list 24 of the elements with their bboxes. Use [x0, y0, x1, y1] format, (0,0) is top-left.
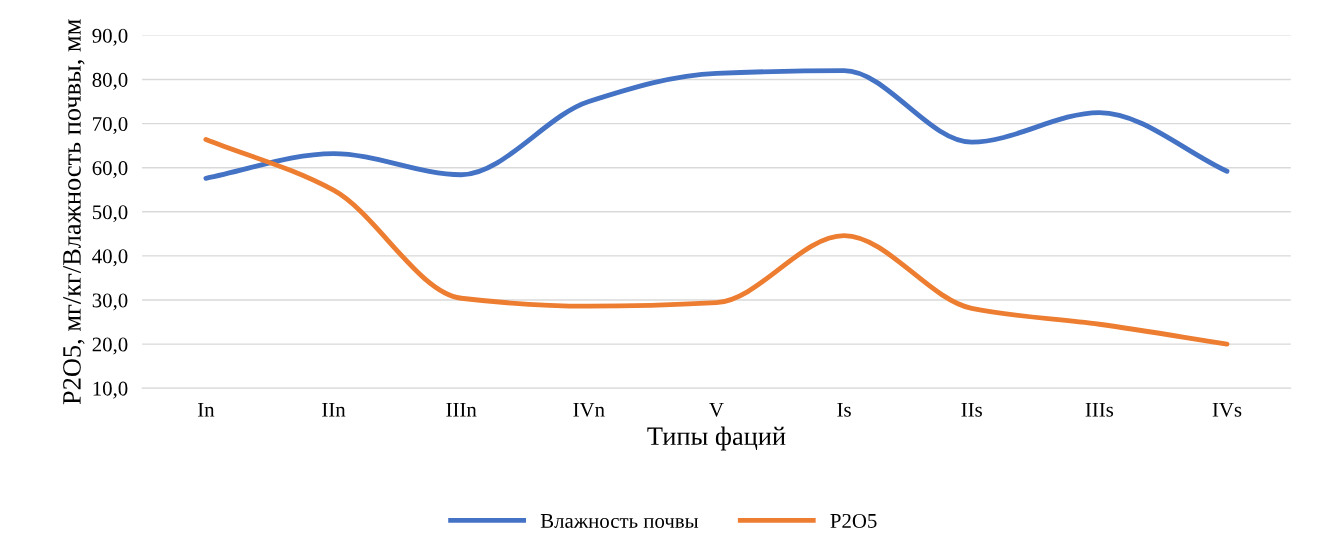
- y-tick-label: 10,0: [93, 381, 128, 399]
- x-tick-label: IIIn: [446, 402, 477, 417]
- x-tick-label: IIn: [322, 402, 346, 417]
- y-tick-label: 70,0: [93, 116, 128, 135]
- y-tick-label: 60,0: [92, 161, 128, 179]
- x-tick-label: V: [709, 402, 724, 417]
- legend-label: Влажность почвы: [540, 514, 699, 528]
- y-tick-label: 80,0: [92, 72, 128, 90]
- line-series: [203, 68, 1230, 181]
- y-tick-label: 40,0: [92, 249, 128, 267]
- x-tick-label: In: [197, 402, 215, 417]
- line-series: [203, 137, 1230, 347]
- x-axis-title: Типы фаций: [647, 426, 786, 451]
- y-tick-label: 90,0: [92, 28, 128, 46]
- x-tick-label: IIIs: [1085, 402, 1114, 417]
- legend-label: P2O5: [830, 513, 877, 528]
- x-tick-label: IVn: [573, 402, 605, 417]
- x-tick-label: IIs: [961, 402, 982, 417]
- x-tick-label: IVs: [1212, 402, 1242, 417]
- y-tick-label: 20,0: [92, 337, 128, 355]
- y-tick-label: 30,0: [92, 293, 128, 311]
- y-tick-label: 50,0: [92, 205, 128, 223]
- x-tick-label: Is: [837, 402, 851, 417]
- y-axis-title: P2O5, мг/кг/Влажность почвы, мм: [63, 19, 85, 405]
